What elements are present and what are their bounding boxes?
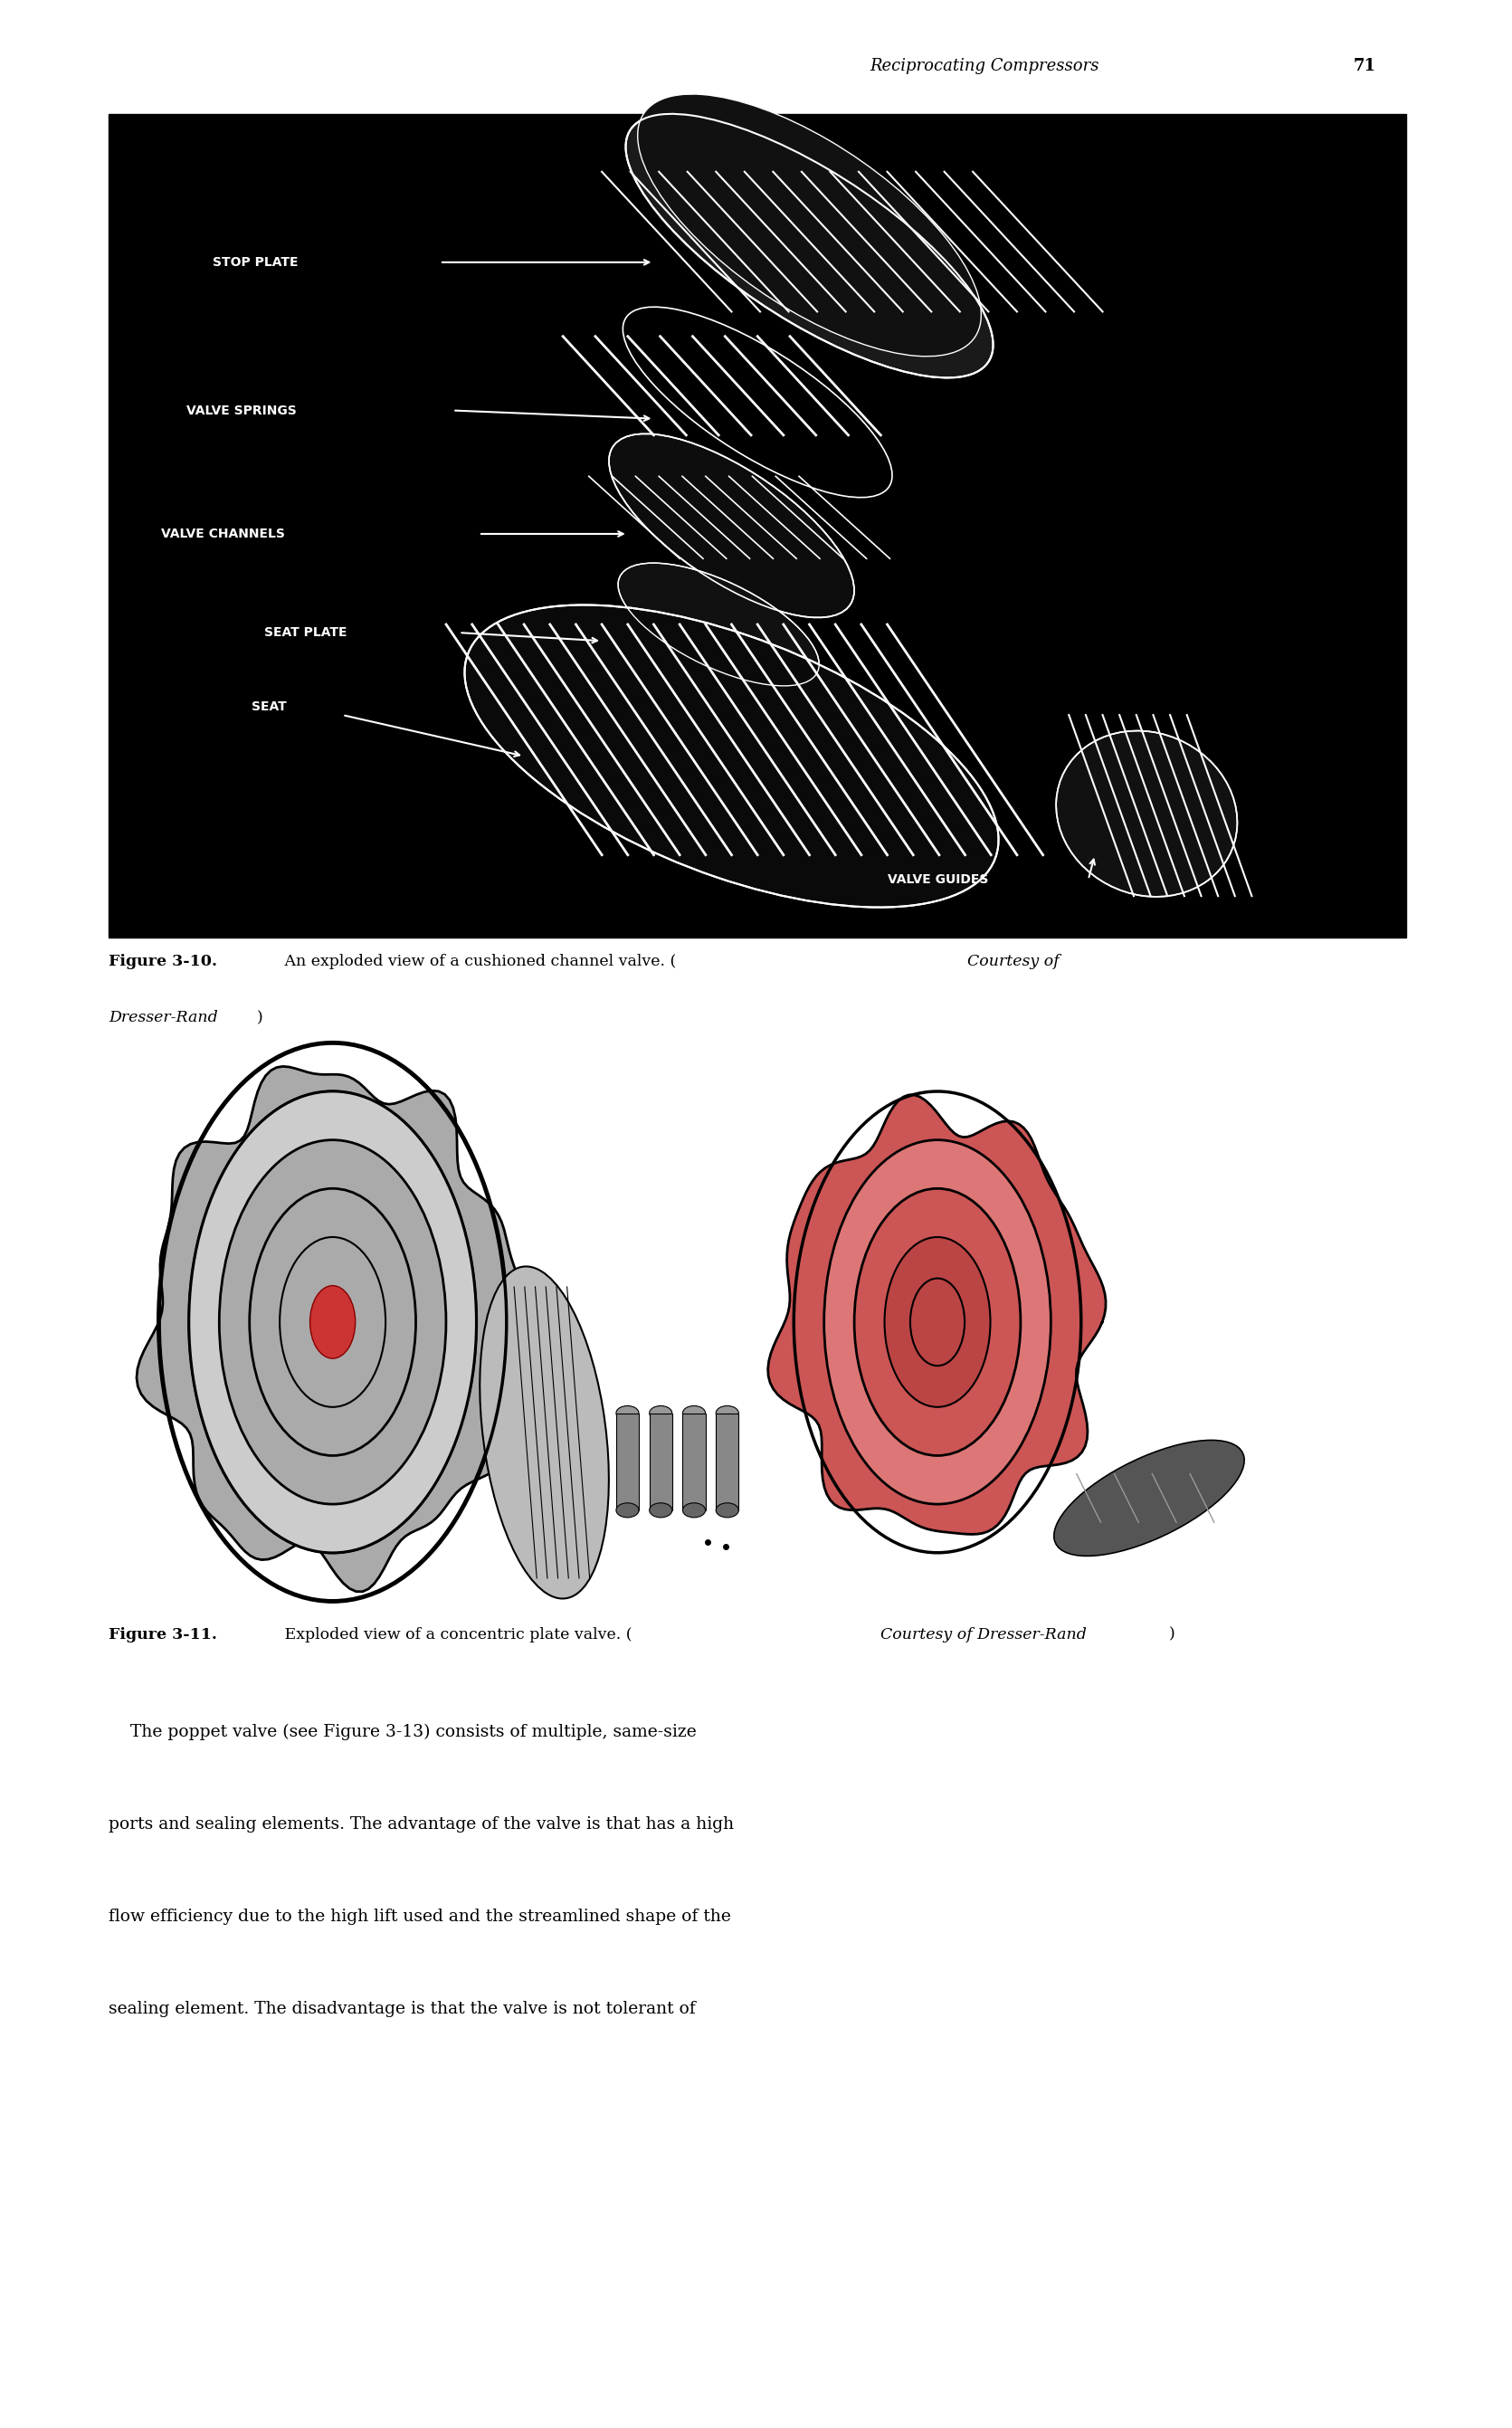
Ellipse shape [649, 1406, 671, 1420]
Text: SEAT: SEAT [251, 699, 287, 714]
Text: sealing element. The disadvantage is that the valve is not tolerant of: sealing element. The disadvantage is tha… [109, 2001, 696, 2018]
Bar [649, 1413, 671, 1510]
Polygon shape [136, 1066, 525, 1593]
Bar [617, 1413, 640, 1510]
Text: Courtesy of: Courtesy of [968, 954, 1060, 969]
Bar [109, 114, 1406, 937]
Text: VALVE CHANNELS: VALVE CHANNELS [160, 527, 284, 539]
Circle shape [310, 1287, 355, 1357]
Ellipse shape [649, 1503, 671, 1518]
Text: ): ) [257, 1010, 263, 1025]
Circle shape [885, 1238, 990, 1406]
Text: Courtesy of Dresser-Rand: Courtesy of Dresser-Rand [880, 1627, 1086, 1641]
Ellipse shape [464, 605, 998, 908]
Ellipse shape [1054, 1440, 1244, 1556]
Text: VALVE SPRINGS: VALVE SPRINGS [186, 403, 296, 418]
Ellipse shape [615, 1406, 638, 1420]
Text: Reciprocating Compressors: Reciprocating Compressors [869, 58, 1099, 75]
Ellipse shape [479, 1267, 609, 1598]
Circle shape [189, 1093, 476, 1554]
Text: ports and sealing elements. The advantage of the valve is that has a high: ports and sealing elements. The advantag… [109, 1816, 735, 1833]
Circle shape [824, 1139, 1051, 1503]
Text: VALVE GUIDES: VALVE GUIDES [888, 874, 987, 886]
Circle shape [219, 1139, 446, 1503]
Text: SEAT PLATE: SEAT PLATE [265, 626, 348, 639]
Bar [717, 1413, 738, 1510]
Ellipse shape [626, 114, 993, 379]
Ellipse shape [638, 95, 981, 357]
Ellipse shape [609, 435, 854, 617]
Text: Exploded view of a concentric plate valve. (: Exploded view of a concentric plate valv… [280, 1627, 632, 1641]
Text: An exploded view of a cushioned channel valve. (: An exploded view of a cushioned channel … [280, 954, 676, 969]
Text: flow efficiency due to the high lift used and the streamlined shape of the: flow efficiency due to the high lift use… [109, 1908, 732, 1925]
Bar [682, 1413, 705, 1510]
Text: The poppet valve (see Figure 3-13) consists of multiple, same-size: The poppet valve (see Figure 3-13) consi… [109, 1724, 697, 1741]
Ellipse shape [1055, 731, 1237, 896]
Ellipse shape [615, 1503, 638, 1518]
Text: Dresser-Rand: Dresser-Rand [109, 1010, 218, 1025]
Ellipse shape [618, 563, 820, 685]
Text: 71: 71 [1353, 58, 1376, 75]
Circle shape [854, 1187, 1021, 1454]
Ellipse shape [717, 1503, 738, 1518]
Ellipse shape [717, 1406, 738, 1420]
Ellipse shape [682, 1406, 705, 1420]
Polygon shape [768, 1095, 1105, 1534]
Text: STOP PLATE: STOP PLATE [213, 255, 298, 270]
Ellipse shape [682, 1503, 705, 1518]
Text: Figure 3-10.: Figure 3-10. [109, 954, 218, 969]
Text: ): ) [1169, 1627, 1175, 1641]
Text: Figure 3-11.: Figure 3-11. [109, 1627, 218, 1641]
